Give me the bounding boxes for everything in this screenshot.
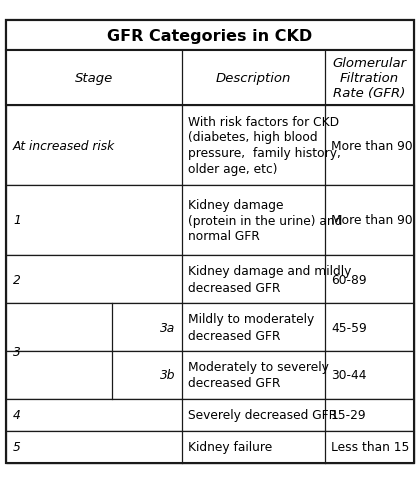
Text: More than 90: More than 90 [331,214,412,227]
Text: 60-89: 60-89 [331,273,367,286]
Bar [6,186,414,256]
Text: 30-44: 30-44 [331,369,367,382]
Text: GFR Categories in CKD: GFR Categories in CKD [108,29,312,44]
Text: Severely decreased GFR: Severely decreased GFR [188,408,337,422]
Text: 3b: 3b [160,369,175,382]
Text: Moderately to severely
decreased GFR: Moderately to severely decreased GFR [188,361,329,390]
Bar [6,256,414,303]
Text: 15-29: 15-29 [331,408,367,422]
Text: Kidney damage
(protein in the urine) and
normal GFR: Kidney damage (protein in the urine) and… [188,198,342,243]
Text: With risk factors for CKD
(diabetes, high blood
pressure,  family history,
older: With risk factors for CKD (diabetes, hig… [188,115,341,176]
Text: Glomerular
Filtration
Rate (GFR): Glomerular Filtration Rate (GFR) [333,57,407,100]
Text: 3: 3 [13,345,21,358]
Bar [6,399,414,431]
Bar [6,303,414,351]
Text: More than 90: More than 90 [331,139,412,152]
Bar [6,51,414,106]
Bar [6,106,414,186]
Text: 2: 2 [13,273,21,286]
Bar [6,351,414,399]
Bar [6,21,414,51]
Text: Kidney failure: Kidney failure [188,440,272,454]
Text: 3a: 3a [160,321,175,334]
Text: 5: 5 [13,440,21,454]
Text: Stage: Stage [75,72,113,85]
Text: 1: 1 [13,214,21,227]
Text: Less than 15: Less than 15 [331,440,410,454]
Text: 4: 4 [13,408,21,422]
Text: Mildly to moderately
decreased GFR: Mildly to moderately decreased GFR [188,313,314,342]
Text: Kidney damage and mildly
decreased GFR: Kidney damage and mildly decreased GFR [188,265,352,294]
Text: 45-59: 45-59 [331,321,367,334]
Text: Description: Description [216,72,291,85]
Bar [6,431,414,463]
Text: At increased risk: At increased risk [13,139,115,152]
